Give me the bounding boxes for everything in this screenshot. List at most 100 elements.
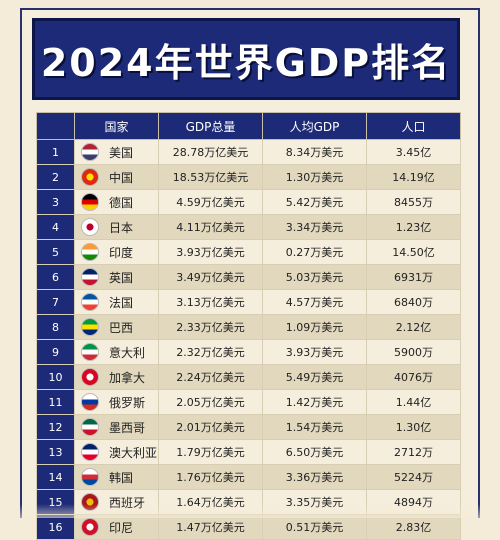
population-cell: 6840万 bbox=[366, 289, 461, 315]
country-cell: 西班牙 bbox=[74, 489, 159, 515]
table-row: 12 墨西哥 2.01万亿美元 1.54万美元 1.30亿 bbox=[36, 414, 461, 440]
gdp-header: GDP总量 bbox=[158, 112, 263, 140]
rank-cell: 15 bbox=[36, 489, 75, 515]
country-cell: 中国 bbox=[74, 164, 159, 190]
country-name: 印度 bbox=[109, 245, 134, 260]
per-capita-cell: 5.42万美元 bbox=[262, 189, 367, 215]
population-cell: 14.19亿 bbox=[366, 164, 461, 190]
country-name: 加拿大 bbox=[109, 370, 146, 385]
rank-cell: 6 bbox=[36, 264, 75, 290]
gdp-cell: 3.49万亿美元 bbox=[158, 264, 263, 290]
gdp-cell: 1.64万亿美元 bbox=[158, 489, 263, 515]
russia-flag-icon bbox=[81, 393, 99, 411]
gdp-cell: 2.32万亿美元 bbox=[158, 339, 263, 365]
country-cell: 意大利 bbox=[74, 339, 159, 365]
table-row: 15 西班牙 1.64万亿美元 3.35万美元 4894万 bbox=[36, 489, 461, 515]
india-flag-icon bbox=[81, 243, 99, 261]
country-cell: 澳大利亚 bbox=[74, 439, 159, 465]
country-name: 德国 bbox=[109, 195, 134, 210]
per-capita-cell: 8.34万美元 bbox=[262, 139, 367, 165]
table-body: 1 美国 28.78万亿美元 8.34万美元 3.45亿 2 中国 18.53万亿美元 1.30… bbox=[36, 139, 461, 540]
table-header-row: 国家 GDP总量 人均GDP 人口 bbox=[36, 112, 461, 140]
country-name: 巴西 bbox=[109, 320, 134, 335]
country-cell: 日本 bbox=[74, 214, 159, 240]
table-row: 8 巴西 2.33万亿美元 1.09万美元 2.12亿 bbox=[36, 314, 461, 340]
country-cell: 巴西 bbox=[74, 314, 159, 340]
per-capita-header: 人均GDP bbox=[262, 112, 367, 140]
rank-cell: 10 bbox=[36, 364, 75, 390]
country-cell: 加拿大 bbox=[74, 364, 159, 390]
gdp-cell: 2.33万亿美元 bbox=[158, 314, 263, 340]
china-flag-icon bbox=[81, 168, 99, 186]
population-cell: 1.44亿 bbox=[366, 389, 461, 415]
table-row: 9 意大利 2.32万亿美元 3.93万美元 5900万 bbox=[36, 339, 461, 365]
country-name: 澳大利亚 bbox=[109, 445, 158, 460]
gdp-cell: 2.24万亿美元 bbox=[158, 364, 263, 390]
per-capita-cell: 1.42万美元 bbox=[262, 389, 367, 415]
population-cell: 2.83亿 bbox=[366, 514, 461, 540]
population-cell: 5900万 bbox=[366, 339, 461, 365]
gdp-cell: 2.01万亿美元 bbox=[158, 414, 263, 440]
population-cell: 4894万 bbox=[366, 489, 461, 515]
country-cell: 俄罗斯 bbox=[74, 389, 159, 415]
japan-flag-icon bbox=[81, 218, 99, 236]
country-name: 意大利 bbox=[109, 345, 146, 360]
population-cell: 3.45亿 bbox=[366, 139, 461, 165]
country-name: 墨西哥 bbox=[109, 420, 146, 435]
per-capita-cell: 1.30万美元 bbox=[262, 164, 367, 190]
table-row: 2 中国 18.53万亿美元 1.30万美元 14.19亿 bbox=[36, 164, 461, 190]
germany-flag-icon bbox=[81, 193, 99, 211]
table-row: 3 德国 4.59万亿美元 5.42万美元 8455万 bbox=[36, 189, 461, 215]
indonesia-flag-icon bbox=[81, 518, 99, 536]
gdp-cell: 4.11万亿美元 bbox=[158, 214, 263, 240]
rank-cell: 2 bbox=[36, 164, 75, 190]
italy-flag-icon bbox=[81, 343, 99, 361]
page-title: 2024年世界GDP排名 bbox=[40, 40, 452, 85]
table-row: 10 加拿大 2.24万亿美元 5.49万美元 4076万 bbox=[36, 364, 461, 390]
per-capita-cell: 3.35万美元 bbox=[262, 489, 367, 515]
table-row: 7 法国 3.13万亿美元 4.57万美元 6840万 bbox=[36, 289, 461, 315]
population-cell: 1.30亿 bbox=[366, 414, 461, 440]
gdp-cell: 2.05万亿美元 bbox=[158, 389, 263, 415]
table-row: 16 印尼 1.47万亿美元 0.51万美元 2.83亿 bbox=[36, 514, 461, 540]
population-cell: 8455万 bbox=[366, 189, 461, 215]
table-row: 5 印度 3.93万亿美元 0.27万美元 14.50亿 bbox=[36, 239, 461, 265]
country-header: 国家 bbox=[74, 112, 159, 140]
country-name: 中国 bbox=[109, 170, 134, 185]
rank-cell: 13 bbox=[36, 439, 75, 465]
table-row: 4 日本 4.11万亿美元 3.34万美元 1.23亿 bbox=[36, 214, 461, 240]
table-row: 1 美国 28.78万亿美元 8.34万美元 3.45亿 bbox=[36, 139, 461, 165]
country-name: 印尼 bbox=[109, 520, 134, 535]
canada-flag-icon bbox=[81, 368, 99, 386]
country-cell: 印尼 bbox=[74, 514, 159, 540]
country-name: 美国 bbox=[109, 145, 134, 160]
usa-flag-icon bbox=[81, 143, 99, 161]
population-cell: 4076万 bbox=[366, 364, 461, 390]
rank-cell: 12 bbox=[36, 414, 75, 440]
country-name: 英国 bbox=[109, 270, 134, 285]
country-cell: 德国 bbox=[74, 189, 159, 215]
gdp-cell: 4.59万亿美元 bbox=[158, 189, 263, 215]
population-cell: 2712万 bbox=[366, 439, 461, 465]
gdp-cell: 1.47万亿美元 bbox=[158, 514, 263, 540]
per-capita-cell: 1.54万美元 bbox=[262, 414, 367, 440]
country-name: 日本 bbox=[109, 220, 134, 235]
per-capita-cell: 0.27万美元 bbox=[262, 239, 367, 265]
brazil-flag-icon bbox=[81, 318, 99, 336]
country-cell: 法国 bbox=[74, 289, 159, 315]
uk-flag-icon bbox=[81, 268, 99, 286]
per-capita-cell: 1.09万美元 bbox=[262, 314, 367, 340]
spain-flag-icon bbox=[81, 493, 99, 511]
mexico-flag-icon bbox=[81, 418, 99, 436]
rank-cell: 11 bbox=[36, 389, 75, 415]
per-capita-cell: 3.34万美元 bbox=[262, 214, 367, 240]
population-cell: 6931万 bbox=[366, 264, 461, 290]
country-name: 西班牙 bbox=[109, 495, 146, 510]
rank-cell: 7 bbox=[36, 289, 75, 315]
country-cell: 印度 bbox=[74, 239, 159, 265]
table-row: 14 韩国 1.76万亿美元 3.36万美元 5224万 bbox=[36, 464, 461, 490]
table-row: 6 英国 3.49万亿美元 5.03万美元 6931万 bbox=[36, 264, 461, 290]
rank-cell: 5 bbox=[36, 239, 75, 265]
gdp-cell: 18.53万亿美元 bbox=[158, 164, 263, 190]
country-name: 俄罗斯 bbox=[109, 395, 146, 410]
